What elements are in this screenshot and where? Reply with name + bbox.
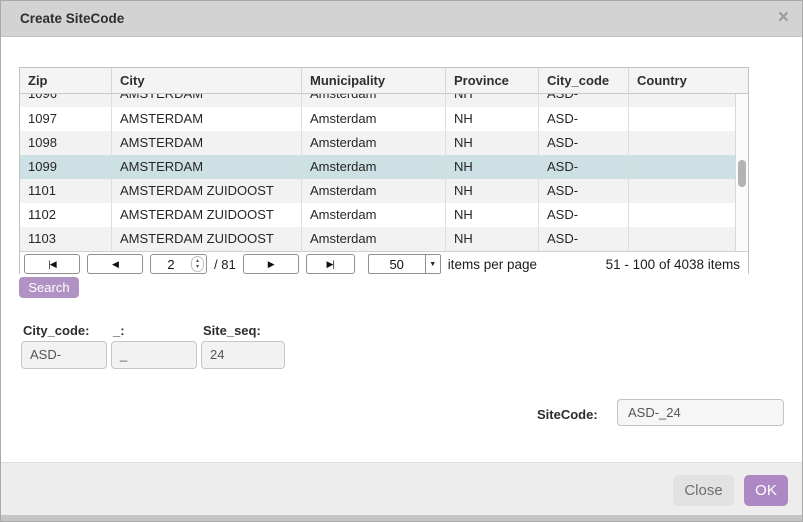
cell-municipality: Amsterdam — [302, 107, 446, 131]
cell-city: AMSTERDAM ZUIDOOST — [112, 203, 302, 227]
column-header-zip[interactable]: Zip — [20, 68, 112, 93]
cell-zip: 1097 — [20, 107, 112, 131]
dialog-bottom-shadow — [1, 515, 802, 521]
table-row[interactable]: 1097 AMSTERDAM Amsterdam NH ASD- — [20, 107, 735, 131]
cell-country — [629, 131, 735, 155]
items-range-label: 51 - 100 of 4038 items — [605, 256, 740, 272]
cell-province: NH — [446, 203, 539, 227]
cell-municipality: Amsterdam — [302, 131, 446, 155]
table-row[interactable]: 1101 AMSTERDAM ZUIDOOST Amsterdam NH ASD… — [20, 179, 735, 203]
column-header-country[interactable]: Country — [637, 73, 687, 88]
page-size-value: 50 — [389, 256, 404, 272]
close-icon[interactable]: × — [777, 7, 789, 28]
table-row[interactable]: 1102 AMSTERDAM ZUIDOOST Amsterdam NH ASD… — [20, 203, 735, 227]
table-row[interactable]: 1103 AMSTERDAM ZUIDOOST Amsterdam NH ASD… — [20, 227, 735, 251]
cell-province: NH — [446, 227, 539, 251]
cell-zip: 1103 — [20, 227, 112, 251]
cell-zip: 1102 — [20, 203, 112, 227]
site-seq-label: Site_seq: — [203, 323, 261, 338]
cell-city: AMSTERDAM ZUIDOOST — [112, 179, 302, 203]
cell-zip: 1099 — [20, 155, 112, 179]
column-header-municipality[interactable]: Municipality — [302, 68, 446, 93]
city-code-field[interactable]: ASD- — [21, 341, 107, 369]
first-page-button[interactable]: |◀ — [24, 254, 80, 274]
close-button[interactable]: Close — [673, 474, 734, 506]
separator-field[interactable]: _ — [111, 341, 197, 369]
site-seq-field[interactable]: 24 — [201, 341, 285, 369]
next-page-icon: ▶ — [267, 258, 275, 269]
cell-province: NH — [446, 179, 539, 203]
zip-table: Zip City Municipality Province City_code… — [19, 67, 749, 276]
vertical-scrollbar[interactable] — [735, 94, 748, 251]
pagination-bar: |◀ ◀ 2 ▴ ▾ / 81 ▶ ▶| 50 ▼ items per page… — [20, 251, 748, 276]
cell-municipality: Amsterdam — [302, 179, 446, 203]
total-pages-label: / 81 — [214, 256, 236, 272]
cell-city-code: ASD- — [539, 179, 629, 203]
table-row-partial[interactable]: 1096 AMSTERDAM Amsterdam NH ASD- — [20, 94, 735, 107]
next-page-button[interactable]: ▶ — [242, 254, 299, 274]
cell-municipality: Amsterdam — [302, 203, 446, 227]
sitecode-label: SiteCode: — [537, 407, 598, 422]
cell-city: AMSTERDAM — [112, 107, 302, 131]
cell-city-code: ASD- — [539, 131, 629, 155]
cell-municipality: Amsterdam — [302, 94, 446, 106]
dialog-footer: Close OK — [1, 462, 802, 517]
stepper-down-icon: ▾ — [195, 264, 199, 270]
table-body: 1096 AMSTERDAM Amsterdam NH ASD- 1097 AM… — [20, 94, 748, 251]
table-header-row: Zip City Municipality Province City_code… — [20, 68, 748, 94]
last-page-button[interactable]: ▶| — [305, 254, 355, 274]
cell-province: NH — [446, 155, 539, 179]
cell-city: AMSTERDAM ZUIDOOST — [112, 227, 302, 251]
cell-country — [629, 179, 735, 203]
dialog-title: Create SiteCode — [20, 11, 125, 26]
sitecode-field[interactable]: ASD-_24 — [617, 399, 784, 426]
cell-country — [629, 203, 735, 227]
cell-city: AMSTERDAM — [112, 155, 302, 179]
cell-zip: 1096 — [20, 94, 112, 106]
cell-city-code: ASD- — [539, 227, 629, 251]
cell-municipality: Amsterdam — [302, 227, 446, 251]
cell-city-code: ASD- — [539, 155, 629, 179]
page-size-select[interactable]: 50 ▼ — [367, 254, 441, 274]
city-code-label: City_code: — [23, 323, 90, 338]
ok-button[interactable]: OK — [744, 474, 788, 506]
dropdown-arrow-icon: ▼ — [424, 255, 440, 273]
cell-city-code: ASD- — [539, 107, 629, 131]
cell-city-code: ASD- — [539, 203, 629, 227]
cell-city: AMSTERDAM — [112, 131, 302, 155]
prev-page-button[interactable]: ◀ — [87, 254, 143, 274]
table-row-selected[interactable]: 1099 AMSTERDAM Amsterdam NH ASD- — [20, 155, 735, 179]
cell-province: NH — [446, 107, 539, 131]
page-stepper[interactable]: ▴ ▾ — [191, 256, 204, 272]
cell-country — [629, 227, 735, 251]
cell-municipality: Amsterdam — [302, 155, 446, 179]
cell-country — [629, 107, 735, 131]
column-header-city[interactable]: City — [112, 68, 302, 93]
cell-city-code: ASD- — [539, 94, 629, 106]
first-page-icon: |◀ — [48, 258, 56, 269]
search-button[interactable]: Search — [19, 277, 79, 298]
table-row[interactable]: 1098 AMSTERDAM Amsterdam NH ASD- — [20, 131, 735, 155]
cell-country — [629, 155, 735, 179]
cell-zip: 1098 — [20, 131, 112, 155]
column-header-province[interactable]: Province — [446, 68, 539, 93]
dialog-titlebar: Create SiteCode × — [1, 1, 802, 37]
cell-province: NH — [446, 131, 539, 155]
cell-country — [629, 94, 735, 106]
cell-province: NH — [446, 94, 539, 106]
page-number-input[interactable]: 2 ▴ ▾ — [150, 254, 207, 274]
cell-zip: 1101 — [20, 179, 112, 203]
page-number-value: 2 — [167, 256, 175, 272]
last-page-icon: ▶| — [326, 258, 335, 269]
column-header-city-code[interactable]: City_code — [539, 68, 629, 93]
scrollbar-thumb[interactable] — [738, 160, 746, 187]
prev-page-icon: ◀ — [112, 258, 119, 269]
items-per-page-label: items per page — [447, 256, 537, 272]
stepper-up-icon: ▴ — [195, 258, 199, 264]
cell-city: AMSTERDAM — [112, 94, 302, 106]
separator-label: _: — [113, 323, 125, 338]
